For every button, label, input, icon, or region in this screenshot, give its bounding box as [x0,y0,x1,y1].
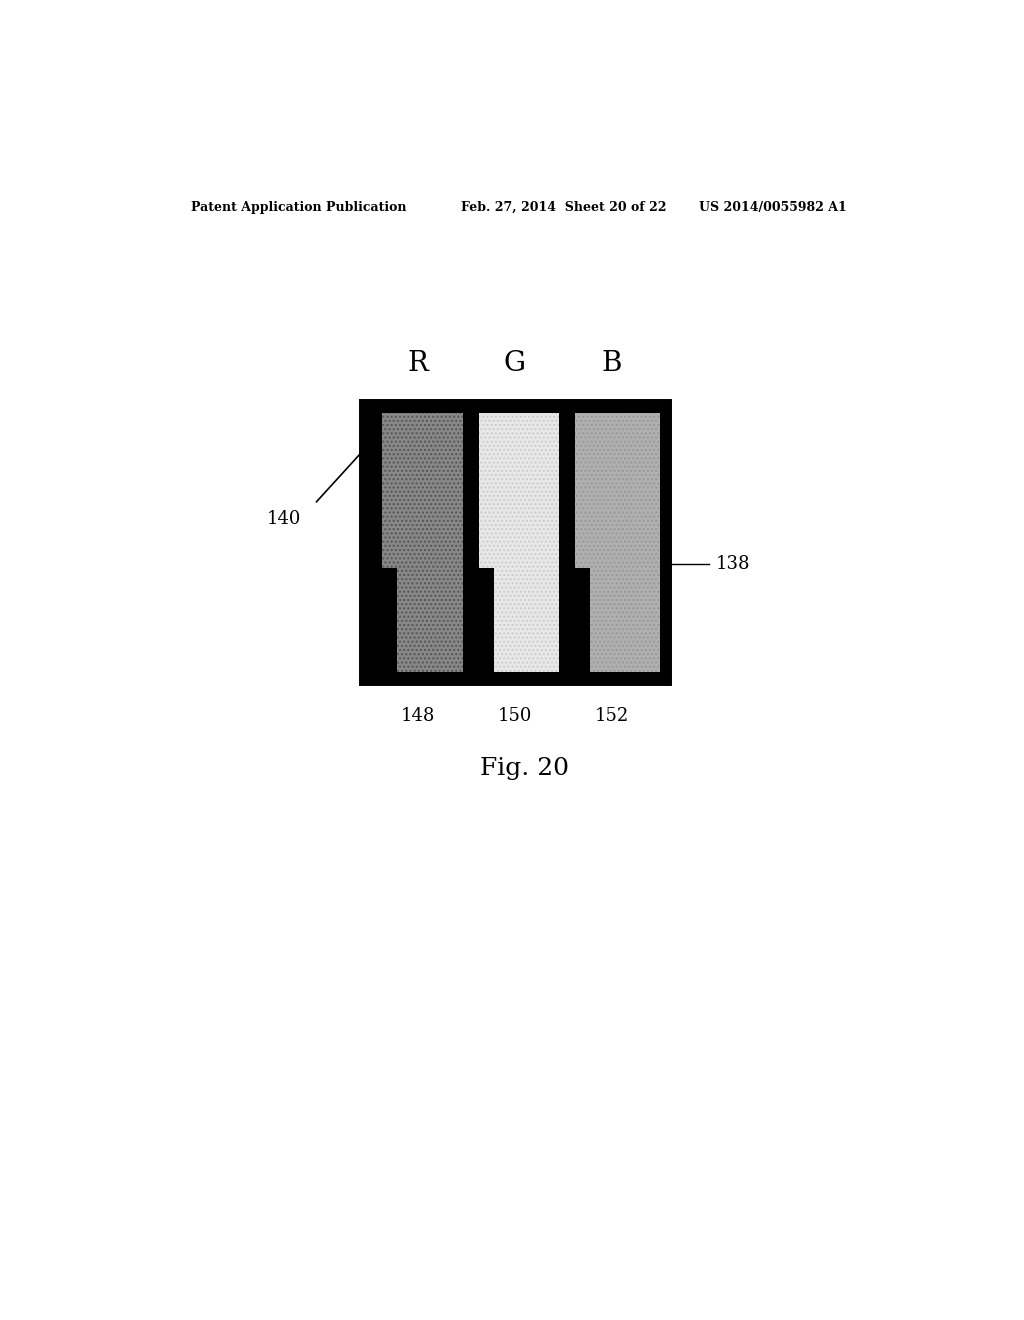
Bar [362,403,668,682]
Bar [590,412,659,672]
Bar [397,412,467,672]
Bar [575,413,590,568]
Bar [370,568,397,672]
Text: G: G [504,350,526,378]
Bar [370,413,382,568]
Text: US 2014/0055982 A1: US 2014/0055982 A1 [699,201,847,214]
Bar [575,413,590,568]
Bar [467,413,479,568]
Text: Feb. 27, 2014  Sheet 20 of 22: Feb. 27, 2014 Sheet 20 of 22 [461,201,667,214]
Bar [563,568,590,672]
Bar [563,413,575,568]
Bar [467,568,494,672]
Text: Patent Application Publication: Patent Application Publication [191,201,407,214]
Text: B: B [601,350,622,378]
Bar [479,413,494,568]
Text: 148: 148 [401,708,435,725]
Bar [382,413,397,568]
Text: 138: 138 [715,556,750,573]
Bar [590,412,659,672]
Bar [494,412,563,672]
Text: Fig. 20: Fig. 20 [480,756,569,780]
Bar [463,412,469,672]
Bar [362,403,668,682]
Bar [479,413,494,568]
Text: 150: 150 [498,708,532,725]
Bar [397,412,467,672]
Text: 152: 152 [594,708,629,725]
Text: 140: 140 [267,511,301,528]
Text: R: R [408,350,429,378]
Bar [382,413,397,568]
Bar [559,412,565,672]
Bar [494,412,563,672]
